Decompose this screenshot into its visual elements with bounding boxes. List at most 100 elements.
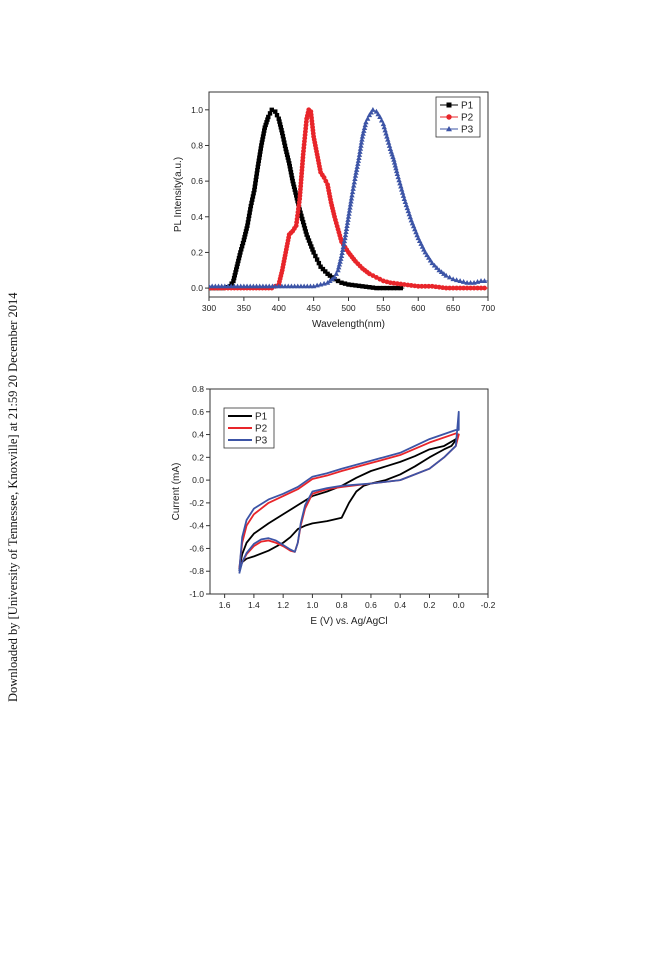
chart1-x-tick-label: 400 [272, 303, 286, 313]
chart1-point-p3 [345, 217, 351, 222]
chart1-point-p1 [285, 155, 291, 160]
chart1-point-p1 [280, 134, 286, 139]
chart1-point-p3 [340, 244, 346, 250]
chart1-point-p2 [412, 283, 418, 289]
chart1-point-p1 [314, 257, 320, 262]
chart1-point-p1 [250, 194, 256, 199]
chart1-point-p2 [443, 285, 449, 291]
chart1-legend-marker [446, 114, 452, 120]
chart1-point-p1 [246, 213, 252, 219]
chart2-p1-curve [238, 433, 460, 572]
chart1-point-p1 [253, 177, 259, 183]
download-watermark-svg: Downloaded by [University of Tennessee, … [6, 292, 20, 702]
chart1-point-p3 [464, 279, 470, 285]
chart1-point-p1 [255, 164, 261, 170]
chart1-x-tick-label: 550 [376, 303, 390, 313]
chart1-point-p1 [240, 240, 246, 246]
chart1-point-p1 [325, 271, 330, 277]
chart1-point-p1 [284, 149, 289, 155]
chart1-point-p1 [266, 114, 271, 120]
chart1-point-p3 [209, 283, 212, 289]
chart1-legend-label: P1 [461, 101, 474, 112]
chart1-point-p1 [289, 172, 294, 178]
chart1-point-p3 [344, 223, 350, 228]
chart1-point-p3 [346, 207, 353, 213]
chart1-point-p1 [291, 184, 297, 190]
chart1-point-p3 [381, 124, 387, 130]
chart1-point-p3 [338, 253, 345, 258]
chart1-point-p2 [394, 281, 400, 287]
chart1-point-p1 [235, 261, 240, 267]
chart1-point-p2 [419, 283, 425, 289]
chart1-point-p1 [253, 181, 258, 186]
chart1-point-p1 [263, 122, 268, 128]
chart1-point-p1 [367, 284, 372, 290]
chart1-point-p3 [347, 201, 354, 207]
download-watermark-text: Downloaded by [University of Tennessee, … [6, 292, 20, 702]
chart1-point-p3 [386, 143, 393, 148]
chart1-point-p3 [357, 149, 363, 154]
chart1-point-p3 [400, 193, 407, 198]
chart1-point-p1 [306, 238, 312, 243]
chart1-point-p2 [461, 285, 466, 291]
chart1-point-p1 [342, 281, 348, 286]
chart1-x-axis-label: Wavelength(nm) [312, 319, 385, 330]
chart1-point-p1 [236, 258, 241, 264]
chart1-y-tick-label: 0.4 [191, 212, 203, 222]
chart1-y-tick-label: 0.6 [191, 176, 203, 186]
chart1-point-p3 [345, 213, 352, 219]
chart2-x-tick-label: 0.0 [453, 600, 465, 610]
chart1-point-p3 [378, 117, 385, 123]
chart1-point-p1 [248, 207, 253, 212]
chart1-point-p1 [254, 174, 259, 180]
chart1-point-p3 [446, 274, 453, 280]
chart1-point-p3 [370, 107, 376, 112]
chart1-point-p1 [239, 243, 245, 249]
chart1-point-p3 [358, 142, 364, 148]
chart1-point-p1 [259, 143, 264, 148]
chart1-point-p1 [395, 285, 400, 291]
chart1-point-p3 [361, 125, 368, 131]
chart1-point-p1 [327, 273, 333, 278]
chart1-point-p1 [260, 134, 266, 139]
chart2-x-tick-label: -0.2 [481, 600, 496, 610]
chart1-point-p1 [301, 223, 307, 228]
chart2-legend-label: P3 [255, 436, 268, 447]
chart1-point-p1 [244, 226, 249, 231]
chart2-y-tick-label: 0.0 [192, 475, 204, 485]
chart1-point-p3 [341, 241, 347, 247]
chart1-point-p2 [401, 282, 407, 287]
chart1-point-p3 [354, 164, 360, 169]
chart1-point-p1 [287, 164, 292, 169]
chart1-point-p1 [288, 167, 293, 172]
chart1-point-p2 [478, 285, 484, 291]
chart2-y-tick-label: 0.4 [192, 430, 204, 440]
chart1-point-p3 [357, 145, 364, 151]
chart1-point-p2 [433, 284, 439, 290]
chart1-point-p3 [404, 205, 410, 211]
chart1-point-p1 [249, 200, 254, 206]
chart1-point-p1 [273, 109, 278, 114]
chart1-point-p1 [286, 158, 291, 163]
chart1-point-p1 [299, 213, 304, 219]
chart2-y-tick-label: 0.8 [192, 384, 204, 394]
chart1-point-p3 [405, 208, 411, 214]
chart1-point-p3 [342, 235, 348, 241]
chart1-point-p3 [356, 155, 362, 160]
chart2-x-tick-label: 1.0 [307, 600, 319, 610]
chart1-point-p1 [246, 216, 251, 222]
chart1-point-p1 [293, 193, 299, 198]
chart1-point-p1 [279, 127, 284, 133]
chart1-point-p1 [267, 111, 273, 116]
chart1-point-p3 [394, 171, 401, 176]
chart2: 1.6 1.4 1.2 1.0 0.8 0.6 0.4 0.2 0.0 -0.2 -1.0 -0.8 -… [171, 384, 496, 627]
chart1-point-p1 [242, 234, 247, 240]
chart1-point-p1 [374, 285, 379, 291]
chart1: 300 350 400 450 500 550 600 650 700 0.0 0.2 0.4 0.6 0… [173, 91, 495, 330]
chart1-point-p1 [384, 285, 390, 291]
chart1-point-p3 [337, 258, 343, 264]
chart1-point-p1 [256, 161, 261, 167]
chart1-point-p1 [311, 250, 316, 255]
